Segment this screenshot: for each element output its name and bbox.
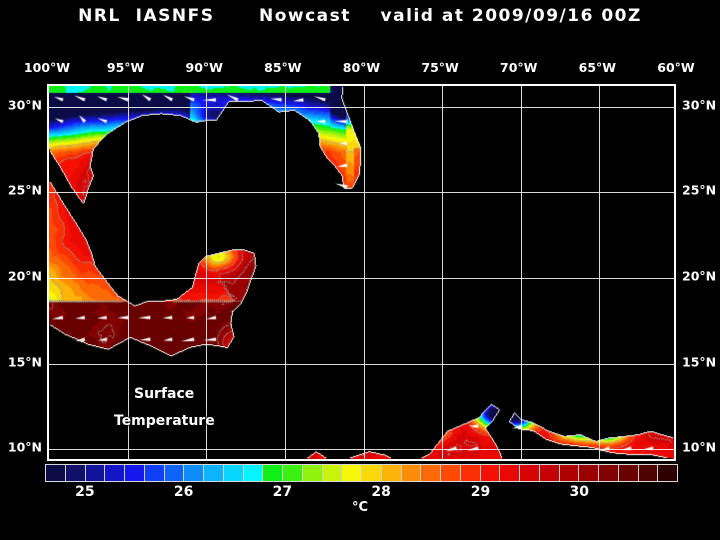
colorbar-segment-30: [638, 465, 659, 481]
map-plot-area[interactable]: Surface Temperature: [47, 84, 676, 461]
colorbar-segment-23: [500, 465, 520, 481]
x-tick-1: 95°W: [106, 60, 145, 75]
colorbar-tick-labels: 25 26 27 28 29 30: [45, 484, 678, 502]
gridline-meridian-1: [128, 86, 129, 459]
y-tick-right-1: 25°N: [682, 182, 717, 198]
colorbar-segment-0: [46, 465, 66, 481]
gridline-meridian-4: [364, 86, 365, 459]
colorbar-segment-15: [342, 465, 362, 481]
colorbar-tick-27: 27: [272, 484, 293, 500]
gridline-parallel-3: [49, 364, 674, 365]
y-tick-right-4: 10°N: [682, 439, 717, 455]
map-annotation-line1: Surface: [134, 386, 195, 402]
gridline-parallel-0: [49, 107, 674, 108]
colorbar-segment-8: [204, 465, 224, 481]
gridline-parallel-2: [49, 278, 674, 279]
gridline-meridian-6: [521, 86, 522, 459]
colorbar-segment-1: [65, 465, 86, 481]
colorbar-tick-29: 29: [470, 484, 491, 500]
colorbar-segment-19: [421, 465, 441, 481]
colorbar-segment-12: [283, 465, 303, 481]
colorbar-segment-7: [184, 465, 204, 481]
figure-title: NRL IASNFS Nowcast valid at 2009/09/16 0…: [78, 6, 642, 26]
colorbar-segment-21: [460, 465, 481, 481]
colorbar-segment-24: [520, 465, 540, 481]
colorbar-segment-11: [263, 465, 283, 481]
y-tick-left-0: 30°N: [7, 97, 42, 113]
x-tick-7: 65°W: [578, 60, 617, 75]
gridline-parallel-4: [49, 449, 674, 450]
colorbar-segment-29: [618, 465, 639, 481]
colorbar-tick-25: 25: [75, 484, 95, 500]
colorbar-segment-20: [441, 465, 461, 481]
colorbar-segment-25: [539, 465, 560, 481]
x-tick-6: 70°W: [500, 60, 538, 75]
colorbar-tick-28: 28: [371, 484, 391, 500]
colorbar-segment-4: [125, 465, 145, 481]
colorbar-segment-26: [559, 465, 580, 481]
x-tick-8: 60°W: [657, 60, 695, 75]
colorbar-segment-6: [164, 465, 185, 481]
colorbar-segment-22: [480, 465, 501, 481]
map-annotation-line2: Temperature: [114, 413, 215, 429]
colorbar-tick-26: 26: [173, 484, 194, 500]
sst-field-canvas: [49, 86, 674, 459]
colorbar-segment-13: [302, 465, 323, 481]
colorbar-unit-label: °C: [351, 500, 369, 515]
colorbar-segment-2: [85, 465, 106, 481]
colorbar-segment-3: [105, 465, 125, 481]
y-tick-right-3: 15°N: [682, 354, 717, 370]
colorbar-tick-30: 30: [569, 484, 589, 500]
colorbar-segment-18: [401, 465, 422, 481]
colorbar-segment-5: [144, 465, 165, 481]
x-tick-2: 90°W: [185, 60, 223, 75]
y-tick-right-2: 20°N: [682, 268, 717, 284]
y-tick-left-4: 10°N: [7, 439, 42, 455]
colorbar[interactable]: [45, 464, 678, 482]
y-tick-left-3: 15°N: [7, 354, 42, 370]
colorbar-segment-28: [599, 465, 619, 481]
gridline-meridian-2: [206, 86, 207, 459]
y-tick-right-0: 30°N: [682, 97, 717, 113]
x-tick-5: 75°W: [421, 60, 459, 75]
colorbar-segment-9: [223, 465, 244, 481]
x-tick-3: 85°W: [264, 60, 302, 75]
colorbar-segment-31: [658, 465, 677, 481]
x-tick-4: 80°W: [342, 60, 381, 75]
gridline-meridian-5: [442, 86, 443, 459]
x-tick-0: 100°W: [23, 60, 71, 75]
colorbar-segment-10: [243, 465, 264, 481]
colorbar-segment-17: [381, 465, 402, 481]
y-tick-left-2: 20°N: [7, 268, 42, 284]
colorbar-segment-27: [579, 465, 599, 481]
gridline-meridian-7: [599, 86, 600, 459]
colorbar-segment-14: [322, 465, 343, 481]
gridline-meridian-3: [285, 86, 286, 459]
gridline-parallel-1: [49, 192, 674, 193]
colorbar-segment-16: [362, 465, 382, 481]
y-tick-left-1: 25°N: [7, 182, 42, 198]
